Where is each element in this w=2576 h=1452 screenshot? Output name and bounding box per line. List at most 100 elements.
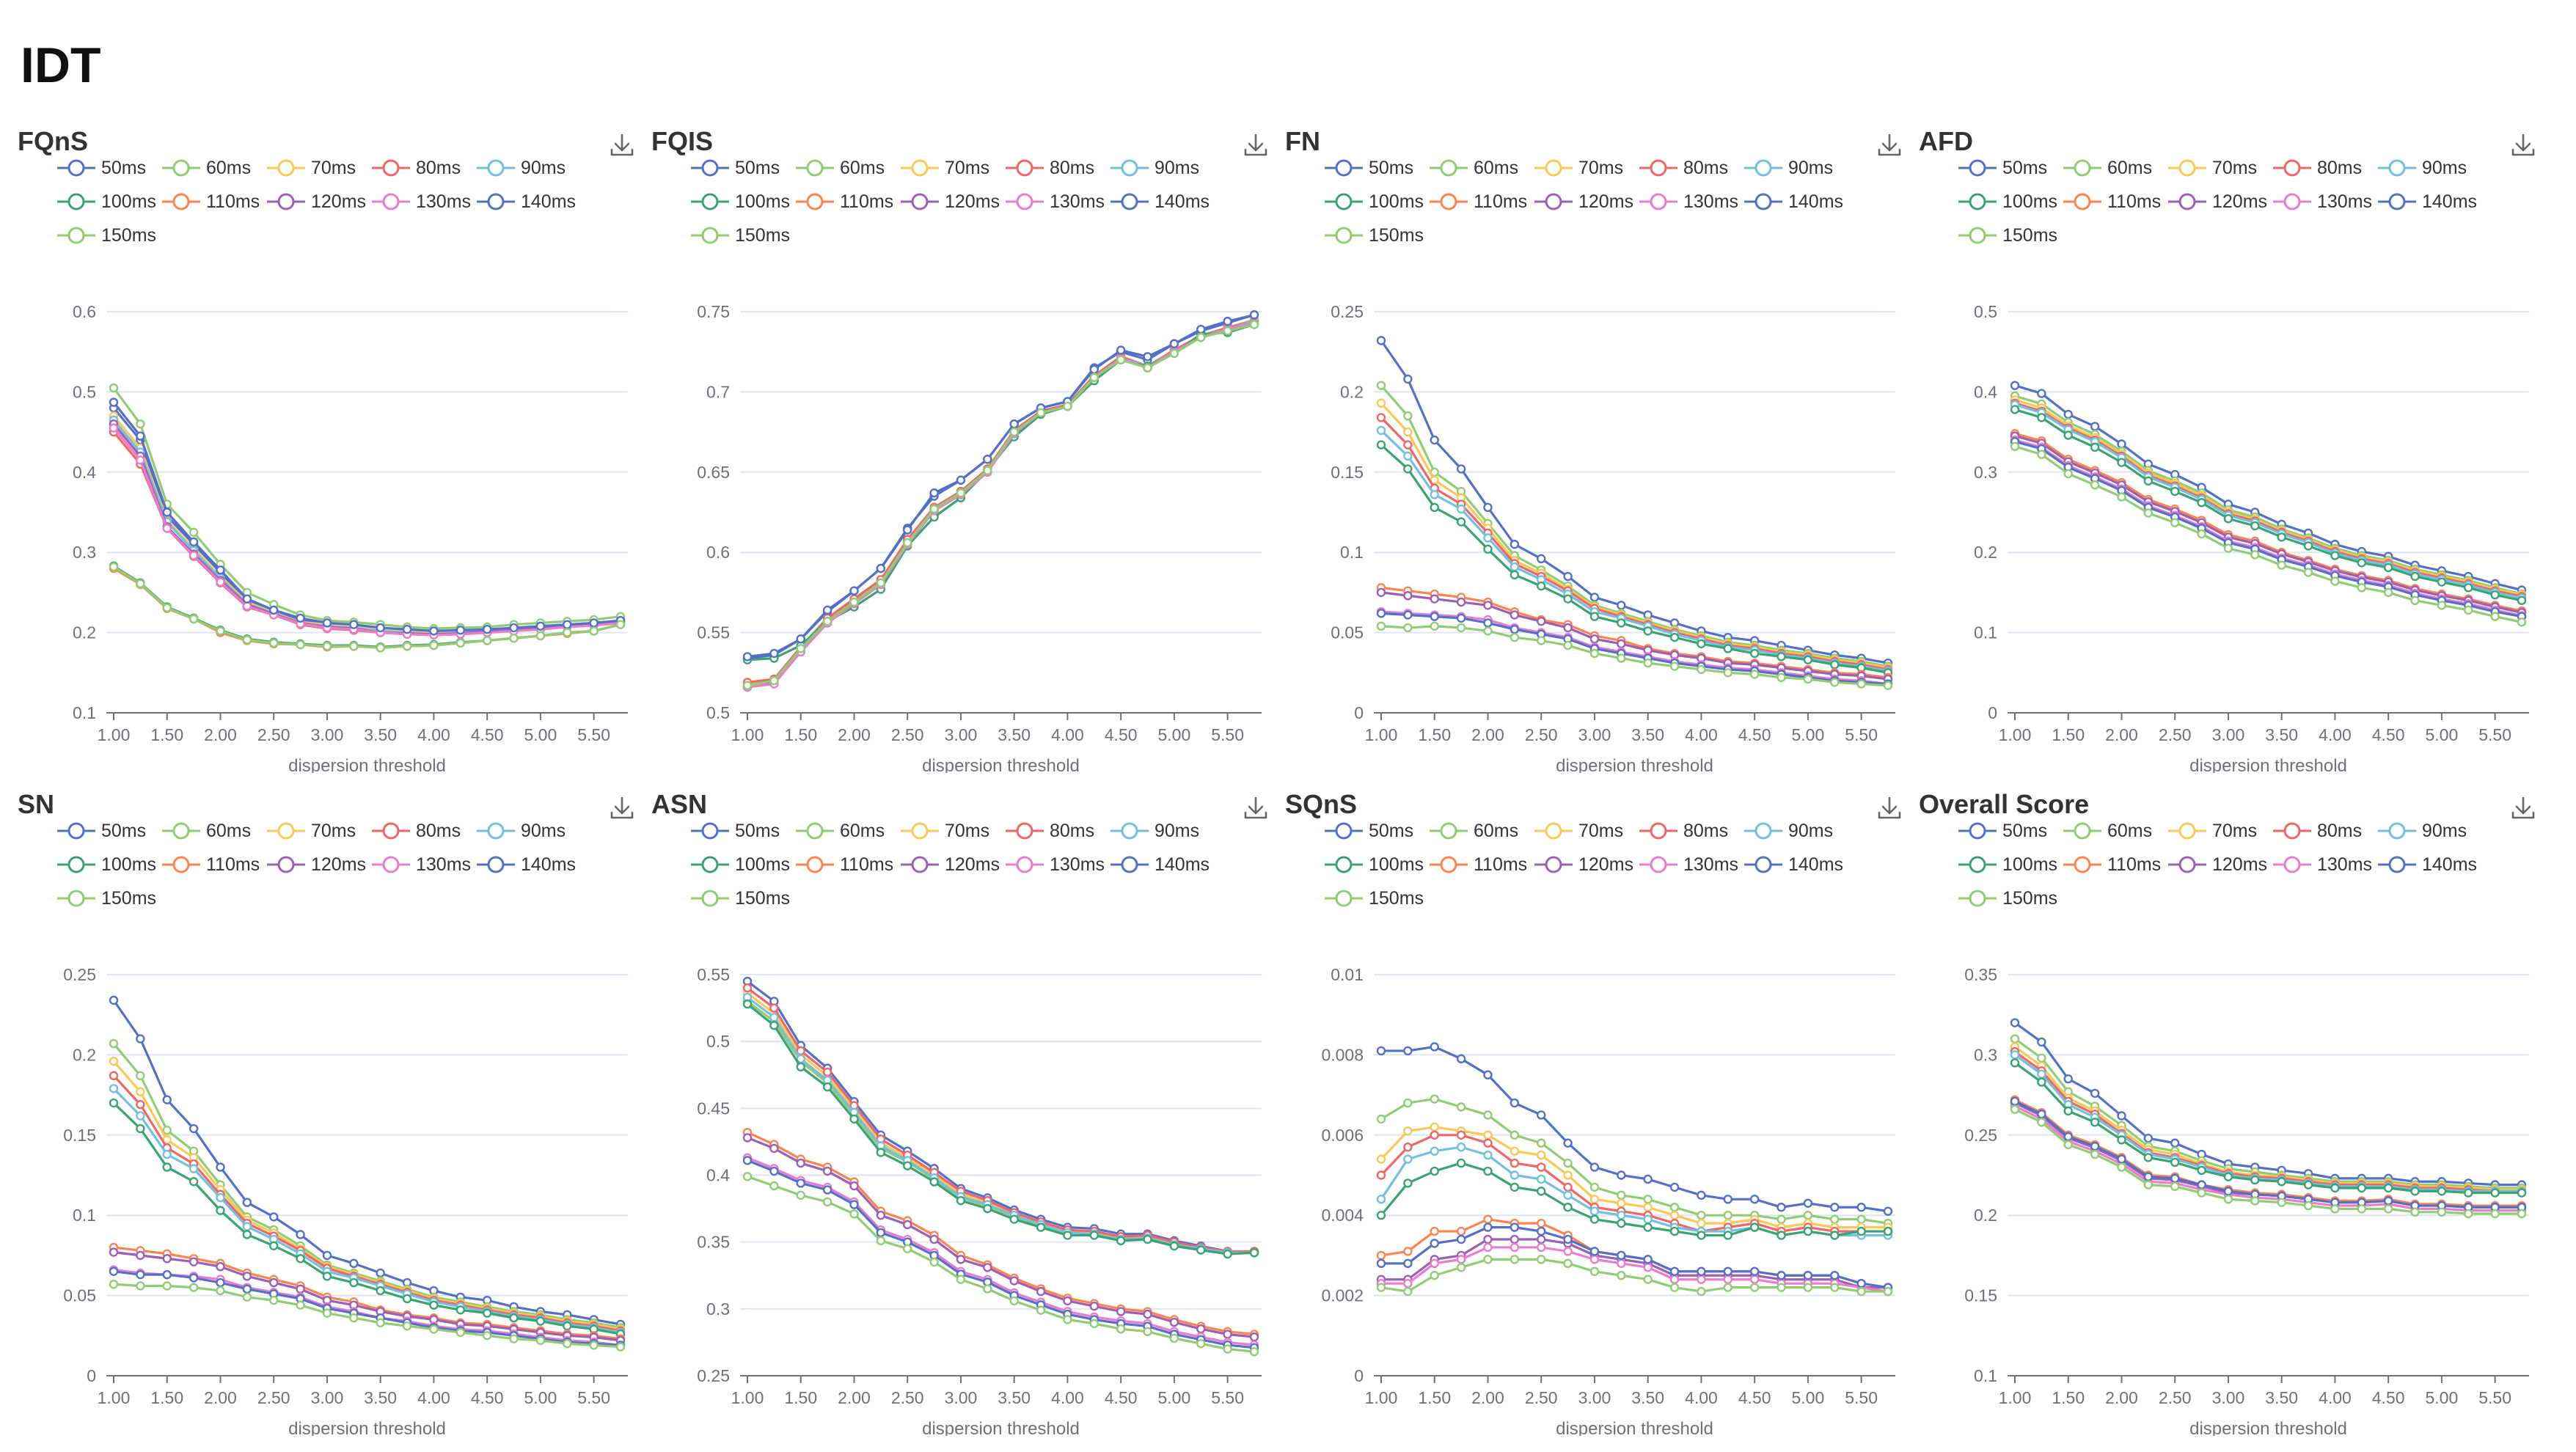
data-point[interactable] — [1617, 639, 1626, 649]
data-point[interactable] — [1589, 648, 1600, 659]
legend-item-110ms[interactable]: 110ms — [1428, 852, 1527, 877]
data-point[interactable] — [1403, 1178, 1413, 1188]
data-point[interactable] — [2383, 562, 2393, 573]
data-point[interactable] — [822, 1185, 833, 1195]
data-point[interactable] — [402, 1294, 412, 1304]
data-point[interactable] — [1223, 326, 1232, 336]
data-point[interactable] — [615, 1342, 626, 1352]
data-point[interactable] — [849, 1181, 859, 1191]
data-point[interactable] — [1483, 626, 1493, 636]
data-point[interactable] — [1697, 1286, 1706, 1297]
series-line-100ms[interactable] — [1380, 444, 1889, 674]
data-point[interactable] — [349, 1313, 359, 1323]
data-point[interactable] — [1643, 1263, 1653, 1272]
data-point[interactable] — [2357, 583, 2366, 593]
data-point[interactable] — [1723, 644, 1732, 653]
download-icon[interactable] — [1875, 793, 1904, 823]
data-point[interactable] — [1777, 1283, 1786, 1292]
data-point[interactable] — [1830, 678, 1840, 687]
series-line-100ms[interactable] — [112, 1101, 621, 1335]
data-point[interactable] — [1697, 1211, 1706, 1220]
legend-item-150ms[interactable]: 150ms — [56, 886, 156, 911]
legend-item-130ms[interactable]: 130ms — [1004, 189, 1105, 214]
data-point[interactable] — [1643, 1195, 1653, 1204]
data-point[interactable] — [189, 1273, 199, 1283]
data-point[interactable] — [1563, 1203, 1573, 1212]
data-point[interactable] — [296, 1254, 305, 1264]
data-point[interactable] — [876, 578, 886, 587]
data-point[interactable] — [1249, 310, 1259, 320]
data-point[interactable] — [1697, 664, 1706, 675]
legend-item-90ms[interactable]: 90ms — [475, 818, 566, 843]
data-point[interactable] — [2170, 1157, 2180, 1167]
data-point[interactable] — [876, 1228, 886, 1238]
data-point[interactable] — [769, 676, 779, 686]
data-point[interactable] — [1669, 632, 1680, 642]
data-point[interactable] — [796, 634, 805, 644]
data-point[interactable] — [1430, 502, 1439, 513]
data-point[interactable] — [1537, 1234, 1546, 1244]
data-point[interactable] — [1589, 1214, 1600, 1224]
data-point[interactable] — [535, 1316, 546, 1326]
data-point[interactable] — [1403, 427, 1413, 437]
data-point[interactable] — [1036, 1305, 1046, 1315]
legend-item-110ms[interactable]: 110ms — [161, 852, 260, 877]
data-point[interactable] — [1563, 1190, 1573, 1200]
legend-item-80ms[interactable]: 80ms — [1638, 155, 1728, 180]
data-point[interactable] — [1643, 1275, 1653, 1284]
data-point[interactable] — [162, 507, 172, 517]
data-point[interactable] — [1009, 427, 1019, 437]
data-point[interactable] — [876, 1211, 886, 1220]
data-point[interactable] — [2437, 577, 2447, 587]
series-line-90ms[interactable] — [747, 320, 1255, 687]
data-point[interactable] — [2117, 1162, 2126, 1172]
data-point[interactable] — [876, 1148, 886, 1157]
data-point[interactable] — [1883, 681, 1893, 691]
data-point[interactable] — [429, 640, 439, 650]
data-point[interactable] — [2010, 1034, 2020, 1044]
data-point[interactable] — [216, 1277, 225, 1288]
data-point[interactable] — [162, 1162, 172, 1172]
data-point[interactable] — [535, 621, 546, 631]
legend-item-110ms[interactable]: 110ms — [794, 189, 893, 214]
series-line-60ms[interactable] — [1380, 384, 1889, 668]
data-point[interactable] — [1510, 570, 1520, 580]
data-point[interactable] — [1537, 1255, 1546, 1264]
data-point[interactable] — [189, 551, 199, 560]
legend-item-50ms[interactable]: 50ms — [1957, 155, 2047, 180]
data-point[interactable] — [1563, 1138, 1573, 1148]
data-point[interactable] — [769, 1013, 779, 1022]
data-point[interactable] — [2464, 605, 2473, 615]
data-point[interactable] — [509, 1334, 519, 1343]
data-point[interactable] — [1376, 1154, 1386, 1164]
data-point[interactable] — [929, 1234, 939, 1244]
legend-item-50ms[interactable]: 50ms — [1957, 818, 2047, 843]
series-line-140ms[interactable] — [112, 401, 621, 633]
data-point[interactable] — [2383, 1183, 2393, 1193]
data-point[interactable] — [849, 597, 859, 607]
data-point[interactable] — [136, 579, 145, 589]
data-point[interactable] — [956, 1255, 966, 1264]
data-point[interactable] — [322, 1250, 332, 1261]
data-point[interactable] — [162, 1095, 172, 1104]
data-point[interactable] — [2250, 1175, 2260, 1185]
data-point[interactable] — [242, 1230, 252, 1239]
data-point[interactable] — [1589, 1206, 1600, 1216]
legend-item-150ms[interactable]: 150ms — [56, 223, 156, 248]
data-point[interactable] — [1803, 674, 1813, 684]
data-point[interactable] — [429, 626, 439, 636]
data-point[interactable] — [1456, 1234, 1466, 1244]
data-point[interactable] — [2063, 1132, 2073, 1142]
data-point[interactable] — [796, 1178, 805, 1188]
data-point[interactable] — [535, 631, 546, 641]
data-point[interactable] — [1143, 352, 1152, 362]
data-point[interactable] — [1430, 435, 1439, 445]
data-point[interactable] — [2464, 1209, 2473, 1219]
data-point[interactable] — [1563, 1170, 1573, 1180]
data-point[interactable] — [1483, 1070, 1493, 1079]
data-point[interactable] — [1430, 1258, 1439, 1269]
legend-item-80ms[interactable]: 80ms — [1638, 818, 1728, 843]
data-point[interactable] — [269, 1277, 279, 1288]
data-point[interactable] — [1589, 1266, 1600, 1276]
data-point[interactable] — [109, 562, 119, 572]
